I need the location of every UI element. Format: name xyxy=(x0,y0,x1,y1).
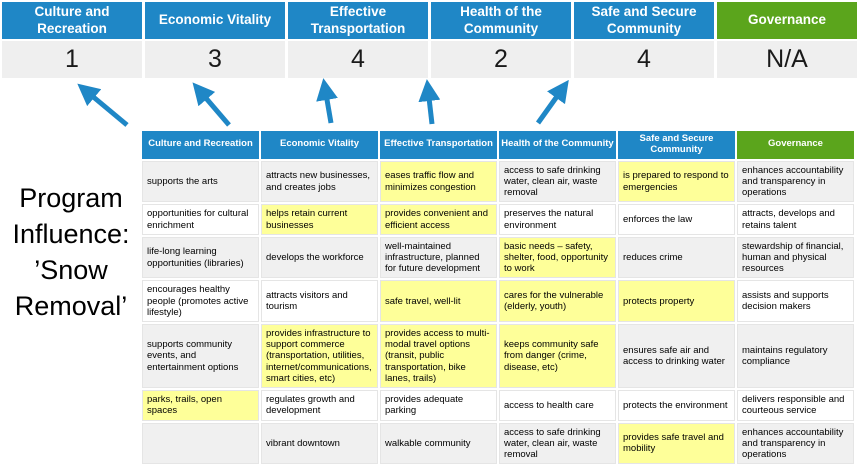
matrix-cell-4-1: provides infrastructure to support comme… xyxy=(261,324,378,389)
up-arrow-icon-1 xyxy=(192,82,231,127)
matrix-row-1: opportunities for cultural enrichment hel… xyxy=(142,204,854,235)
influence-arrows xyxy=(77,78,569,127)
summary-header-row: Culture and Recreation Economic Vitality E… xyxy=(2,2,857,39)
matrix-cell-3-5: assists and supports decision makers xyxy=(737,280,854,323)
matrix-cell-1-0: opportunities for cultural enrichment xyxy=(142,204,259,235)
page-title: Program Influence: ’Snow Removal’ xyxy=(12,183,130,321)
matrix-cell-3-2: safe travel, well-lit xyxy=(380,280,497,323)
matrix-column-header-2: Effective Transportation xyxy=(380,131,497,159)
matrix-cell-6-5: enhances accountability and transparency… xyxy=(737,422,854,465)
matrix-cell-0-0: supports the arts xyxy=(142,160,259,203)
matrix-cell-5-1: regulates growth and development xyxy=(261,390,378,421)
matrix-cell-0-2: eases traffic flow and minimizes congest… xyxy=(380,160,497,203)
matrix-table: Culture and Recreation Economic Vitality E… xyxy=(140,129,856,465)
summary-header-3: Health of the Community xyxy=(431,2,571,39)
matrix-cell-4-5: maintains regulatory compliance xyxy=(737,324,854,389)
matrix-cell-5-2: provides adequate parking xyxy=(380,390,497,421)
matrix-header-row: Culture and Recreation Economic Vitality E… xyxy=(142,131,854,159)
matrix-cell-5-0: parks, trails, open spaces xyxy=(142,390,259,421)
matrix-cell-1-5: attracts, develops and retains talent xyxy=(737,204,854,235)
matrix-cell-5-5: delivers responsible and courteous servi… xyxy=(737,390,854,421)
matrix-cell-1-2: provides convenient and efficient access xyxy=(380,204,497,235)
matrix-column-header-1: Economic Vitality xyxy=(261,131,378,159)
summary-header-5: Governance xyxy=(717,2,857,39)
matrix-row-0: supports the arts attracts new businesses… xyxy=(142,160,854,203)
summary-score-4: 4 xyxy=(574,41,714,78)
matrix-cell-1-1: helps retain current businesses xyxy=(261,204,378,235)
matrix-cell-3-4: protects property xyxy=(618,280,735,323)
matrix-cell-6-4: provides safe travel and mobility xyxy=(618,422,735,465)
matrix-cell-5-4: protects the environment xyxy=(618,390,735,421)
matrix-cell-1-4: enforces the law xyxy=(618,204,735,235)
matrix-cell-2-2: well-maintained infrastructure, planned … xyxy=(380,236,497,279)
matrix-cell-2-4: reduces crime xyxy=(618,236,735,279)
matrix-cell-0-4: is prepared to respond to emergencies xyxy=(618,160,735,203)
matrix-row-4: supports community events, and entertain… xyxy=(142,324,854,389)
matrix-cell-3-3: cares for the vulnerable (elderly, youth… xyxy=(499,280,616,323)
matrix-column-header-0: Culture and Recreation xyxy=(142,131,259,159)
matrix-cell-2-1: develops the workforce xyxy=(261,236,378,279)
matrix-cell-6-1: vibrant downtown xyxy=(261,422,378,465)
matrix-cell-6-3: access to safe drinking water, clean air… xyxy=(499,422,616,465)
matrix-row-6: vibrant downtown walkable community access… xyxy=(142,422,854,465)
matrix-row-2: life-long learning opportunities (librar… xyxy=(142,236,854,279)
summary-score-1: 3 xyxy=(145,41,285,78)
matrix-cell-6-2: walkable community xyxy=(380,422,497,465)
matrix-row-3: encourages healthy people (promotes acti… xyxy=(142,280,854,323)
matrix-cell-4-0: supports community events, and entertain… xyxy=(142,324,259,389)
matrix-cell-2-0: life-long learning opportunities (librar… xyxy=(142,236,259,279)
summary-header-0: Culture and Recreation xyxy=(2,2,142,39)
up-arrow-icon-0 xyxy=(77,83,129,127)
matrix-cell-4-4: ensures safe air and access to drinking … xyxy=(618,324,735,389)
summary-score-0: 1 xyxy=(2,41,142,78)
matrix-cell-0-3: access to safe drinking water, clean air… xyxy=(499,160,616,203)
summary-band: Culture and Recreation Economic Vitality E… xyxy=(2,2,857,78)
matrix-cell-3-0: encourages healthy people (promotes acti… xyxy=(142,280,259,323)
up-arrow-icon-3 xyxy=(418,79,441,125)
summary-header-2: Effective Transportation xyxy=(288,2,428,39)
matrix-cell-2-5: stewardship of financial, human and phys… xyxy=(737,236,854,279)
matrix-cell-0-1: attracts new businesses, and creates job… xyxy=(261,160,378,203)
summary-score-row: 1 3 4 2 4 N/A xyxy=(2,41,857,78)
matrix-column-header-5: Governance xyxy=(737,131,854,159)
influence-matrix: Culture and Recreation Economic Vitality E… xyxy=(140,129,856,465)
matrix-cell-4-2: provides access to multi-modal travel op… xyxy=(380,324,497,389)
matrix-cell-2-3: basic needs – safety, shelter, food, opp… xyxy=(499,236,616,279)
summary-score-3: 2 xyxy=(431,41,571,78)
matrix-cell-6-0 xyxy=(142,422,259,465)
matrix-row-5: parks, trails, open spaces regulates grow… xyxy=(142,390,854,421)
summary-header-1: Economic Vitality xyxy=(145,2,285,39)
matrix-column-header-3: Health of the Community xyxy=(499,131,616,159)
up-arrow-icon-4 xyxy=(535,79,569,125)
matrix-cell-4-3: keeps community safe from danger (crime,… xyxy=(499,324,616,389)
matrix-column-header-4: Safe and Secure Community xyxy=(618,131,735,159)
summary-score-5: N/A xyxy=(717,41,857,78)
up-arrow-icon-2 xyxy=(316,78,338,124)
matrix-cell-3-1: attracts visitors and tourism xyxy=(261,280,378,323)
matrix-cell-0-5: enhances accountability and transparency… xyxy=(737,160,854,203)
summary-header-4: Safe and Secure Community xyxy=(574,2,714,39)
matrix-cell-1-3: preserves the natural environment xyxy=(499,204,616,235)
summary-score-2: 4 xyxy=(288,41,428,78)
matrix-cell-5-3: access to health care xyxy=(499,390,616,421)
